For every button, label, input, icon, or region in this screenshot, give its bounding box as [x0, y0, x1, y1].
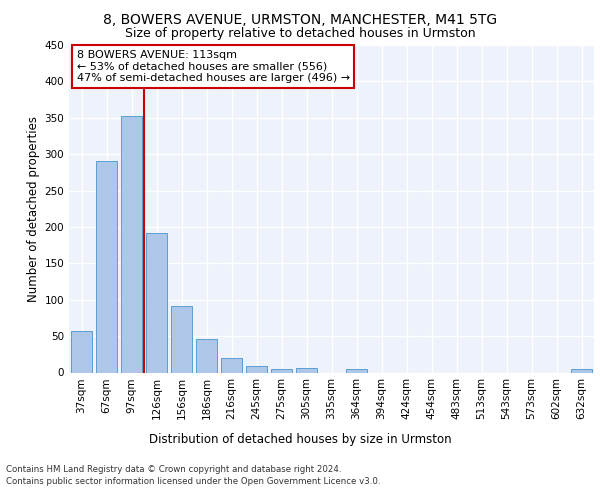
- Text: Contains public sector information licensed under the Open Government Licence v3: Contains public sector information licen…: [6, 478, 380, 486]
- Bar: [121, 116, 142, 372]
- Text: Size of property relative to detached houses in Urmston: Size of property relative to detached ho…: [125, 28, 475, 40]
- Bar: [171, 306, 192, 372]
- Text: Distribution of detached houses by size in Urmston: Distribution of detached houses by size …: [149, 432, 451, 446]
- Bar: [221, 358, 242, 372]
- Bar: [96, 162, 117, 372]
- Bar: [271, 369, 292, 372]
- Text: 8, BOWERS AVENUE, URMSTON, MANCHESTER, M41 5TG: 8, BOWERS AVENUE, URMSTON, MANCHESTER, M…: [103, 12, 497, 26]
- Bar: [246, 366, 267, 372]
- Bar: [296, 368, 317, 372]
- Bar: [71, 331, 92, 372]
- Bar: [196, 339, 217, 372]
- Y-axis label: Number of detached properties: Number of detached properties: [27, 116, 40, 302]
- Text: 8 BOWERS AVENUE: 113sqm
← 53% of detached houses are smaller (556)
47% of semi-d: 8 BOWERS AVENUE: 113sqm ← 53% of detache…: [77, 50, 350, 83]
- Bar: [146, 233, 167, 372]
- Bar: [571, 369, 592, 372]
- Bar: [346, 369, 367, 372]
- Text: Contains HM Land Registry data © Crown copyright and database right 2024.: Contains HM Land Registry data © Crown c…: [6, 465, 341, 474]
